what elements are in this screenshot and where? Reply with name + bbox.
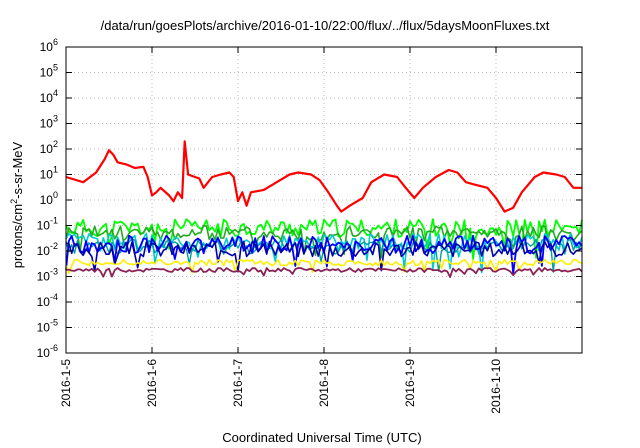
x-tick-label: 2016-1-9 bbox=[403, 359, 417, 407]
y-tick-label: 105 bbox=[40, 63, 58, 80]
series-line-6 bbox=[65, 240, 583, 273]
y-tick-label: 101 bbox=[40, 165, 58, 182]
x-tick-label: 2016-1-8 bbox=[317, 359, 331, 407]
y-tick-label: 102 bbox=[40, 139, 58, 156]
y-tick-label: 10-6 bbox=[37, 343, 58, 360]
y-tick-label: 10-2 bbox=[37, 241, 58, 258]
y-tick-label: 10-1 bbox=[37, 216, 58, 233]
series-line-0 bbox=[65, 140, 582, 213]
x-axis-ticks: 2016-1-5 2016-1-6 2016-1-7 2016-1-8 2016-1-9… bbox=[59, 47, 503, 414]
y-axis-ticks: 10-6 10-5 10-4 10-3 10-2 10-1 100 101 102 103 104 1… bbox=[37, 37, 582, 360]
y-axis-label: protons/cm2-s-sr-MeV bbox=[9, 141, 25, 268]
x-tick-label: 2016-1-10 bbox=[489, 359, 503, 414]
chart-title: /data/run/goesPlots/archive/2016-01-10/2… bbox=[101, 18, 550, 33]
x-axis-label: Coordinated Universal Time (UTC) bbox=[222, 430, 421, 445]
series-line-3 bbox=[65, 232, 583, 274]
x-tick-label: 2016-1-7 bbox=[231, 359, 245, 407]
series-line-8 bbox=[65, 267, 583, 278]
y-tick-label: 10-3 bbox=[37, 267, 58, 284]
grid-lines bbox=[66, 47, 582, 353]
x-tick-label: 2016-1-5 bbox=[59, 359, 73, 407]
y-tick-label: 104 bbox=[40, 88, 58, 105]
y-tick-label: 10-5 bbox=[37, 318, 58, 335]
y-tick-label: 10-4 bbox=[37, 292, 58, 309]
series-lines bbox=[65, 140, 583, 278]
y-tick-label: 100 bbox=[40, 190, 58, 207]
x-tick-label: 2016-1-6 bbox=[145, 359, 159, 407]
y-tick-label: 106 bbox=[40, 37, 58, 54]
y-tick-label: 103 bbox=[40, 114, 58, 131]
series-line-1 bbox=[65, 218, 583, 260]
series-line-2 bbox=[65, 224, 583, 259]
